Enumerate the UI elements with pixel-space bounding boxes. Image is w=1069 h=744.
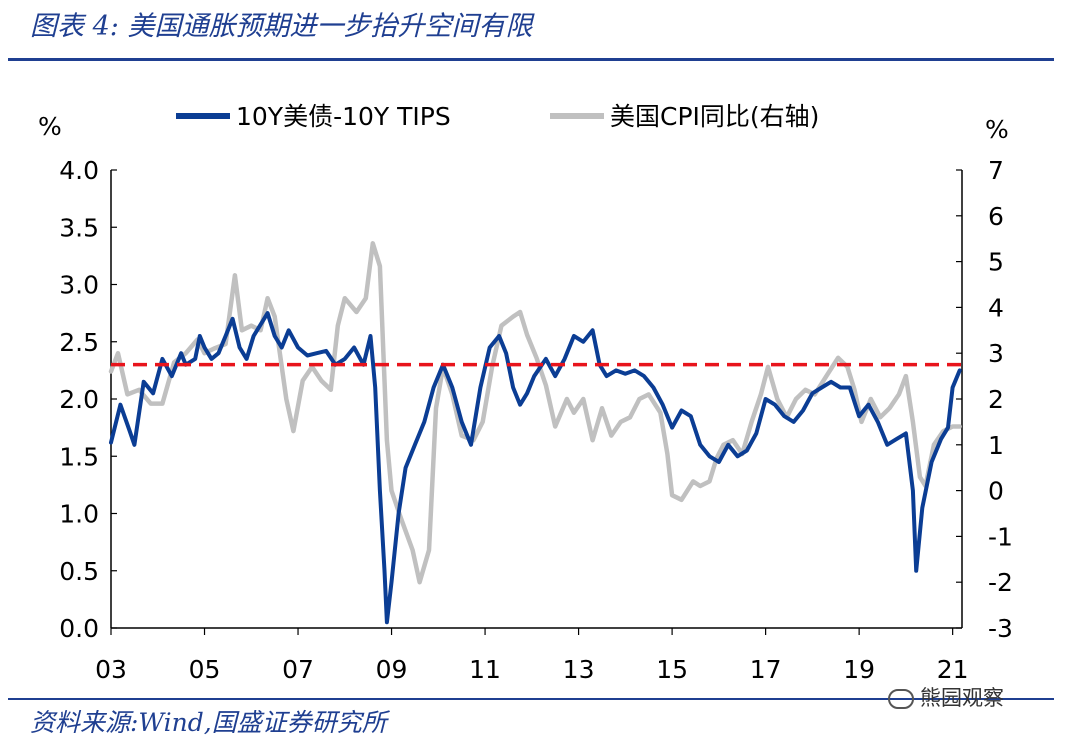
x-tick-label: 03 xyxy=(95,655,127,684)
left-tick-label: 1.0 xyxy=(59,500,99,529)
left-tick-label: 4.0 xyxy=(59,156,99,185)
right-tick-label: -3 xyxy=(988,614,1013,643)
legend-label-gray: 美国CPI同比(右轴) xyxy=(610,102,819,131)
series-line-cpi xyxy=(108,241,962,585)
right-tick-label: -2 xyxy=(988,568,1013,597)
chart-title: 图表 4: 美国通胀预期进一步抬升空间有限 xyxy=(30,11,533,42)
legend-label-blue: 10Y美债-10Y TIPS xyxy=(236,102,451,131)
x-tick-label: 11 xyxy=(469,655,501,684)
right-tick-label: 1 xyxy=(988,431,1004,460)
watermark-text: 熊园观察 xyxy=(920,686,1004,710)
left-tick-label: 0.5 xyxy=(59,557,99,586)
x-tick-label: 05 xyxy=(189,655,221,684)
x-tick-label: 13 xyxy=(563,655,595,684)
right-tick-label: 2 xyxy=(988,385,1004,414)
right-tick-label: 4 xyxy=(988,293,1004,322)
right-axis-unit: % xyxy=(985,115,1009,144)
right-tick-label: 0 xyxy=(988,477,1004,506)
x-tick-label: 09 xyxy=(376,655,408,684)
right-tick-label: -1 xyxy=(988,522,1013,551)
right-tick-label: 3 xyxy=(988,339,1004,368)
legend: 10Y美债-10Y TIPS 美国CPI同比(右轴) xyxy=(176,102,819,131)
footer-rule xyxy=(8,698,1054,700)
source-note: 资料来源:Wind,国盛证券研究所 xyxy=(30,708,387,737)
left-tick-label: 0.0 xyxy=(59,614,99,643)
left-tick-label: 3.5 xyxy=(59,213,99,242)
watermark: 熊园观察 xyxy=(888,682,1004,712)
x-tick-label: 19 xyxy=(843,655,875,684)
left-tick-label: 2.5 xyxy=(59,328,99,357)
left-tick-label: 1.5 xyxy=(59,442,99,471)
chat-bubble-icon xyxy=(888,689,914,709)
x-tick-label: 15 xyxy=(656,655,688,684)
right-tick-label: 6 xyxy=(988,202,1004,231)
right-tick-label: 7 xyxy=(988,156,1004,185)
left-tick-label: 2.0 xyxy=(59,385,99,414)
series-line-breakeven xyxy=(109,311,962,625)
x-tick-label: 21 xyxy=(937,655,969,684)
left-tick-label: 3.0 xyxy=(59,271,99,300)
title-underline xyxy=(8,58,1054,61)
right-tick-label: 5 xyxy=(988,248,1004,277)
x-tick-label: 17 xyxy=(750,655,782,684)
x-tick-label: 07 xyxy=(282,655,314,684)
left-axis-unit: % xyxy=(38,112,62,141)
